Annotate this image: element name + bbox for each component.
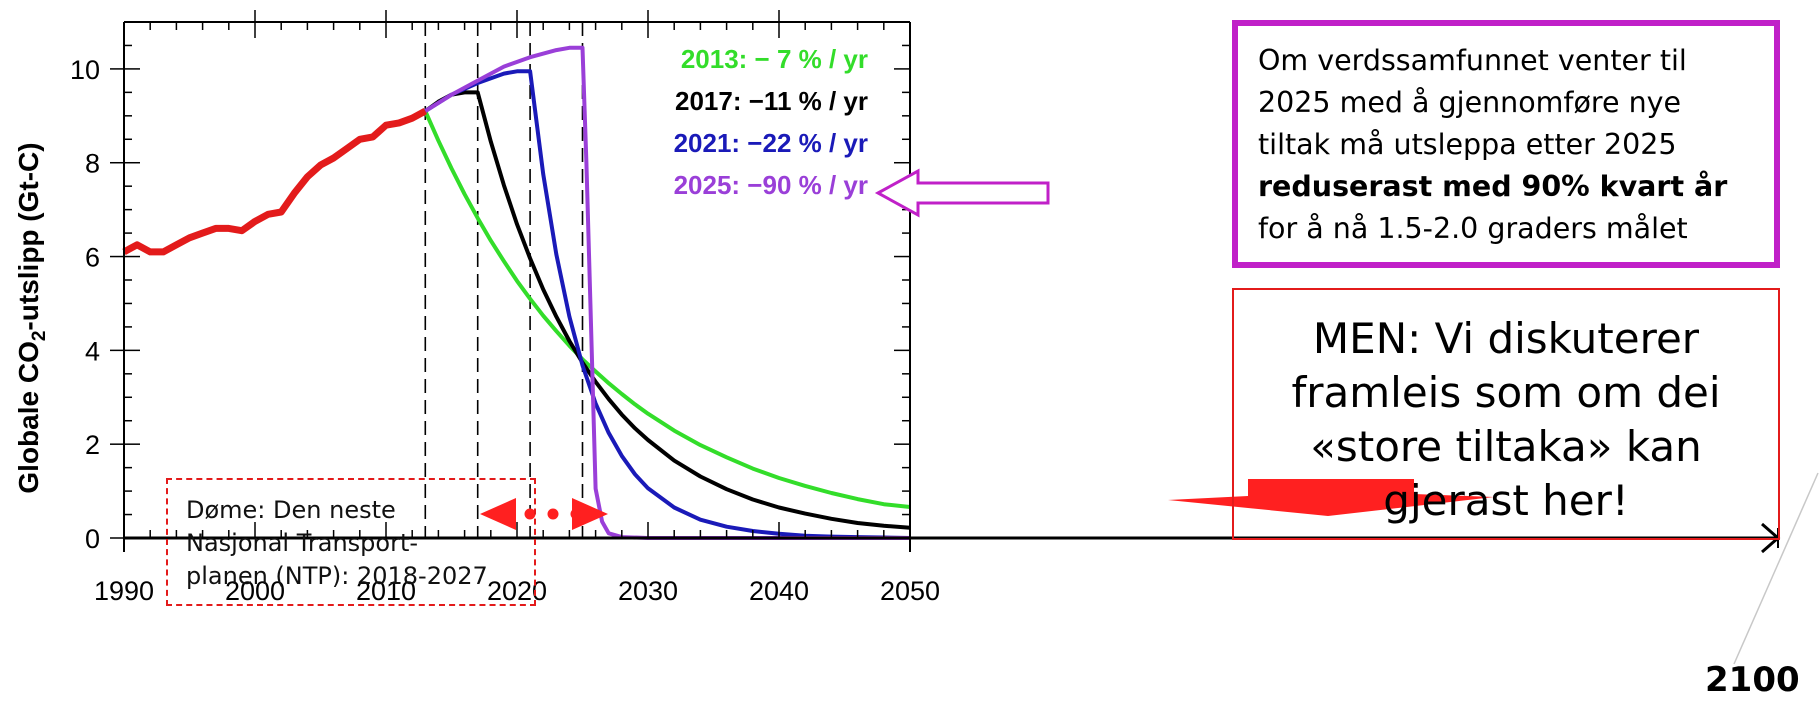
callout-purple-line-5: for å nå 1.5-2.0 graders målet [1258, 212, 1688, 245]
legend-entry-1: 2013: − 7 % / yr [681, 44, 868, 74]
dot [547, 508, 559, 520]
corner-decoration [1733, 472, 1819, 665]
legend-entry-3: 2021: −22 % / yr [674, 128, 868, 158]
legend-entry-4: 2025: −90 % / yr [674, 170, 868, 200]
y-axis-label-prefix: Globale CO [13, 341, 44, 493]
example-line-1: Døme: Den neste [186, 496, 396, 524]
callout-purple-emphasis: reduserast med 90% kvart år [1258, 170, 1728, 203]
dot [570, 508, 582, 520]
x-tick-label: 2000 [225, 576, 285, 606]
x-tick-label: 2030 [618, 576, 678, 606]
y-tick-label: 0 [85, 524, 100, 554]
example-line-3: planen (NTP): 2018-2027 [186, 562, 488, 590]
callout-purple-line-4: reduserast med 90% kvart år [1258, 166, 1754, 208]
y-axis-label-suffix: -utslipp (Gt-C) [13, 142, 44, 330]
historical-line [122, 108, 427, 256]
callout-red-line-2: framleis som om dei [1291, 368, 1721, 417]
down-arrow-icon [1168, 479, 1494, 516]
callout-wait-until-2025: Om verdssamfunnet venter til 2025 med å … [1232, 20, 1780, 268]
callout-red-line-3: «store tiltaka» kan [1310, 422, 1702, 471]
decorations [480, 168, 1819, 665]
left-arrowhead-icon [480, 498, 516, 530]
right-arrowhead-icon [572, 498, 608, 530]
example-ntp-box: Døme: Den neste Nasjonal Transport- plan… [166, 478, 536, 606]
tick-labels: 1990 2000 2010 2020 2030 2040 2050 0 2 4 6 8 10 [70, 55, 940, 606]
x-tick-label: 2020 [487, 576, 547, 606]
marker-lines [424, 22, 584, 538]
callout-red-line-1: MEN: Vi diskuterer [1312, 314, 1700, 363]
dot [524, 508, 536, 520]
callout-red-line-4: gjerast her! [1383, 476, 1629, 525]
y-tick-label: 2 [85, 430, 100, 460]
series-line-4 [424, 45, 910, 540]
series-lines [122, 45, 911, 540]
example-line-2: Nasjonal Transport- [186, 529, 419, 557]
y-axis-label-sub: 2 [29, 331, 50, 342]
callout-purple-line-3: tiltak må utsleppa etter 2025 [1258, 128, 1677, 161]
series-line-2 [424, 90, 911, 530]
series-line-1 [423, 110, 911, 509]
x-tick-label: 1990 [94, 576, 154, 606]
y-tick-label: 10 [70, 55, 100, 85]
y-tick-label: 4 [85, 336, 100, 366]
legend: 2013: − 7 % / yr 2017: −11 % / yr 2021: −2… [674, 44, 868, 200]
x-tick-label: 2010 [356, 576, 416, 606]
y-tick-label: 6 [85, 243, 100, 273]
x-tick-label: 2040 [749, 576, 809, 606]
y-axis-label: Globale CO2-utslipp (Gt-C) [13, 142, 50, 493]
axis-end-label-2100: 2100 [1705, 660, 1800, 700]
y-tick-label: 8 [85, 149, 100, 179]
callout-purple-line-1: Om verdssamfunnet venter til [1258, 44, 1687, 77]
legend-entry-2: 2017: −11 % / yr [675, 86, 868, 116]
x-tick-label: 2050 [880, 576, 940, 606]
pointer-arrow-icon [874, 168, 1050, 218]
callout-purple-line-2: 2025 med å gjennomføre nye [1258, 86, 1682, 119]
callout-still-discussing: MEN: Vi diskuterer framleis som om dei «… [1232, 288, 1780, 540]
